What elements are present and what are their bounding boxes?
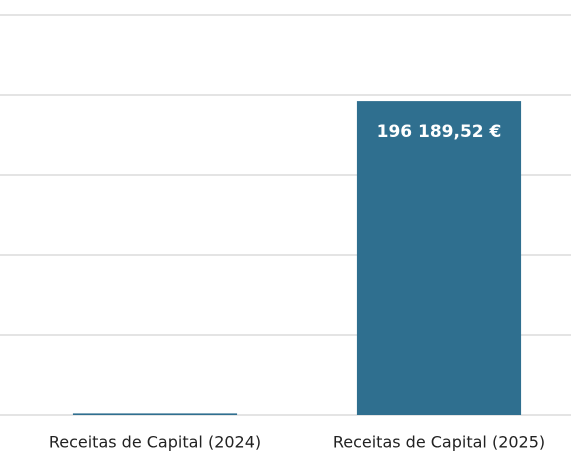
x-tick-label: Receitas de Capital (2025) [333, 433, 545, 452]
data-label: 196 189,52 € [377, 122, 502, 142]
bar [356, 101, 522, 415]
bar [72, 413, 238, 415]
x-tick-label: Receitas de Capital (2024) [49, 433, 261, 452]
